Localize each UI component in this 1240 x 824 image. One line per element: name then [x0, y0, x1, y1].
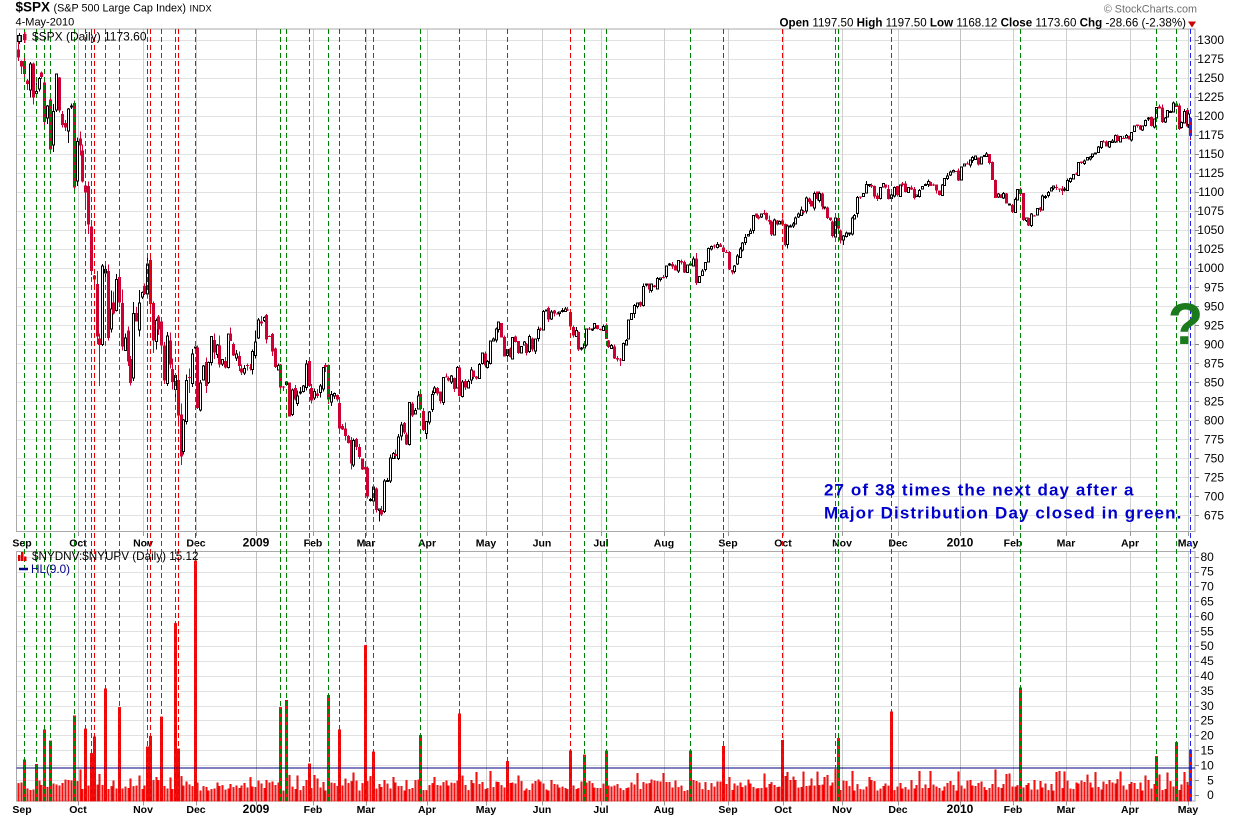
svg-text:1200: 1200	[1197, 109, 1224, 123]
svg-text:$SPX (Daily) 1173.60: $SPX (Daily) 1173.60	[32, 30, 147, 44]
svg-text:800: 800	[1204, 413, 1224, 427]
svg-text:(S&P 500 Large Cap Index): (S&P 500 Large Cap Index)	[54, 3, 186, 15]
svg-text:15: 15	[1200, 744, 1214, 758]
svg-text:Jul: Jul	[593, 804, 608, 816]
svg-text:$NYDNV:$NYUPV (Daily) 15.12: $NYDNV:$NYUPV (Daily) 15.12	[32, 550, 199, 563]
svg-text:May: May	[476, 538, 497, 550]
svg-text:Dec: Dec	[186, 804, 205, 816]
svg-text:825: 825	[1204, 394, 1224, 408]
svg-text:1275: 1275	[1197, 52, 1224, 66]
svg-text:30: 30	[1200, 699, 1214, 713]
svg-text:Oct: Oct	[69, 538, 87, 550]
svg-text:775: 775	[1204, 432, 1224, 446]
svg-text:May: May	[1178, 538, 1199, 550]
svg-text:Nov: Nov	[133, 804, 153, 816]
svg-text:Dec: Dec	[888, 538, 907, 550]
svg-text:27 of 38 times the next day af: 27 of 38 times the next day after a	[824, 481, 1135, 500]
svg-text:1100: 1100	[1198, 185, 1224, 199]
svg-text:2009: 2009	[243, 802, 270, 816]
svg-text:Mar: Mar	[1057, 538, 1076, 550]
svg-text:?: ?	[1168, 292, 1203, 357]
svg-text:Apr: Apr	[1121, 538, 1139, 550]
svg-text:Apr: Apr	[1121, 804, 1139, 816]
svg-text:Feb: Feb	[304, 804, 323, 816]
svg-text:1025: 1025	[1197, 242, 1224, 256]
svg-text:55: 55	[1200, 624, 1214, 638]
svg-text:Jun: Jun	[533, 804, 552, 816]
svg-text:Dec: Dec	[888, 804, 907, 816]
svg-text:875: 875	[1204, 356, 1224, 370]
svg-text:20: 20	[1200, 729, 1214, 743]
svg-text:Sep: Sep	[718, 538, 737, 550]
svg-text:May: May	[1178, 804, 1199, 816]
svg-text:0: 0	[1207, 788, 1214, 802]
svg-text:Nov: Nov	[832, 538, 852, 550]
svg-text:May: May	[476, 804, 497, 816]
svg-text:900: 900	[1204, 337, 1224, 351]
svg-text:45: 45	[1200, 654, 1214, 668]
svg-text:1075: 1075	[1197, 204, 1224, 218]
svg-text:Aug: Aug	[654, 804, 674, 816]
svg-text:35: 35	[1200, 684, 1214, 698]
svg-text:Aug: Aug	[654, 538, 674, 550]
svg-text:75: 75	[1200, 565, 1214, 579]
svg-text:65: 65	[1200, 595, 1214, 609]
svg-text:Jun: Jun	[533, 538, 552, 550]
svg-text:2010: 2010	[947, 802, 974, 816]
svg-text:Mar: Mar	[357, 804, 376, 816]
svg-text:5: 5	[1207, 773, 1214, 787]
svg-text:HL(9.0): HL(9.0)	[31, 563, 70, 576]
svg-text:80: 80	[1200, 550, 1214, 564]
svg-text:750: 750	[1204, 451, 1224, 465]
svg-text:Apr: Apr	[418, 804, 436, 816]
svg-text:10: 10	[1200, 758, 1214, 772]
svg-text:50: 50	[1200, 639, 1214, 653]
svg-text:Jul: Jul	[593, 538, 608, 550]
svg-text:1225: 1225	[1197, 90, 1224, 104]
svg-text:1000: 1000	[1197, 261, 1224, 275]
svg-text:Major Distribution Day closed: Major Distribution Day closed in green.	[824, 504, 1182, 523]
svg-text:Sep: Sep	[718, 804, 737, 816]
svg-text:Apr: Apr	[418, 538, 436, 550]
svg-text:975: 975	[1204, 280, 1224, 294]
svg-text:Open 1197.50 High 1197.50 Low: Open 1197.50 High 1197.50 Low 1168.12 Cl…	[780, 17, 1187, 30]
svg-text:1175: 1175	[1198, 128, 1224, 142]
svg-text:700: 700	[1204, 490, 1224, 504]
svg-text:25: 25	[1200, 714, 1214, 728]
svg-text:725: 725	[1204, 471, 1224, 485]
svg-text:1150: 1150	[1198, 147, 1224, 161]
svg-text:70: 70	[1200, 580, 1214, 594]
svg-text:675: 675	[1204, 509, 1224, 523]
svg-text:40: 40	[1200, 669, 1214, 683]
svg-text:60: 60	[1200, 609, 1214, 623]
svg-text:Sep: Sep	[12, 804, 31, 816]
svg-text:Oct: Oct	[774, 804, 792, 816]
svg-text:Oct: Oct	[69, 804, 87, 816]
svg-text:1300: 1300	[1197, 33, 1224, 47]
svg-text:1250: 1250	[1197, 71, 1224, 85]
svg-text:925: 925	[1204, 318, 1224, 332]
svg-text:Sep: Sep	[12, 538, 31, 550]
svg-text:Feb: Feb	[1004, 538, 1023, 550]
svg-text:1050: 1050	[1197, 223, 1224, 237]
svg-text:850: 850	[1204, 375, 1224, 389]
svg-text:Nov: Nov	[133, 538, 153, 550]
svg-text:1125: 1125	[1198, 166, 1224, 180]
svg-text:Oct: Oct	[774, 538, 792, 550]
svg-text:$SPX: $SPX	[16, 0, 51, 15]
svg-text:2009: 2009	[243, 536, 270, 550]
svg-text:950: 950	[1204, 299, 1224, 313]
svg-text:Feb: Feb	[1004, 804, 1023, 816]
svg-text:Nov: Nov	[832, 804, 852, 816]
svg-text:INDX: INDX	[190, 3, 212, 13]
svg-text:2010: 2010	[947, 536, 974, 550]
svg-text:Feb: Feb	[304, 538, 323, 550]
svg-text:Mar: Mar	[1057, 804, 1076, 816]
svg-text:© StockCharts.com: © StockCharts.com	[1104, 4, 1197, 16]
svg-text:4-May-2010: 4-May-2010	[16, 17, 75, 29]
